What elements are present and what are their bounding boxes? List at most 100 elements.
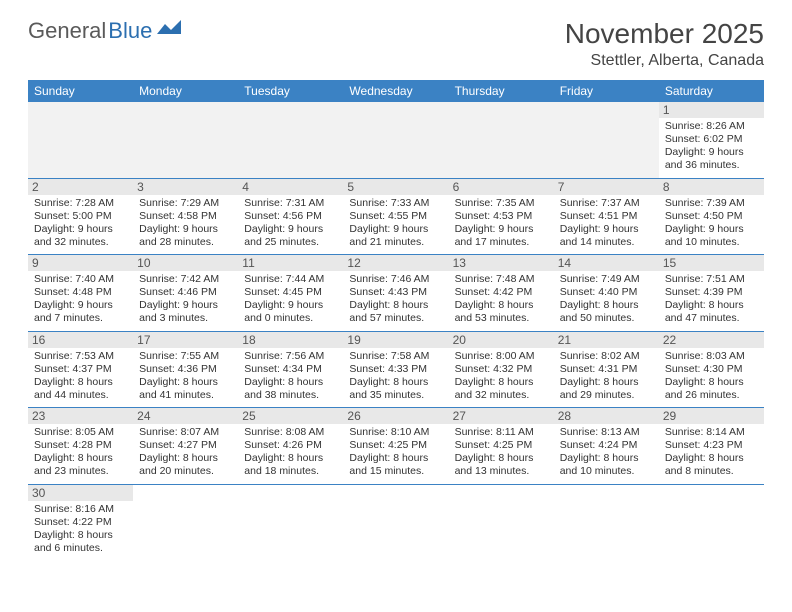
- sunset-line: Sunset: 4:26 PM: [244, 439, 337, 452]
- sunrise-line: Sunrise: 8:13 AM: [560, 426, 653, 439]
- sunset-line: Sunset: 4:37 PM: [34, 363, 127, 376]
- calendar-cell: 20Sunrise: 8:00 AMSunset: 4:32 PMDayligh…: [449, 331, 554, 408]
- sunset-line: Sunset: 4:53 PM: [455, 210, 548, 223]
- daylight-line: Daylight: 8 hours and 47 minutes.: [665, 299, 758, 325]
- calendar-cell: 27Sunrise: 8:11 AMSunset: 4:25 PMDayligh…: [449, 408, 554, 485]
- daylight-line: Daylight: 8 hours and 6 minutes.: [34, 529, 127, 555]
- daylight-line: Daylight: 8 hours and 26 minutes.: [665, 376, 758, 402]
- location: Stettler, Alberta, Canada: [565, 52, 764, 70]
- sunset-line: Sunset: 6:02 PM: [665, 133, 758, 146]
- daylight-line: Daylight: 9 hours and 14 minutes.: [560, 223, 653, 249]
- daylight-line: Daylight: 9 hours and 32 minutes.: [34, 223, 127, 249]
- sunrise-line: Sunrise: 7:56 AM: [244, 350, 337, 363]
- day-number: 29: [659, 408, 764, 424]
- calendar-cell: 7Sunrise: 7:37 AMSunset: 4:51 PMDaylight…: [554, 178, 659, 255]
- calendar-cell: [343, 102, 448, 178]
- daylight-line: Daylight: 8 hours and 35 minutes.: [349, 376, 442, 402]
- day-header: Monday: [133, 80, 238, 102]
- calendar-cell: [343, 484, 448, 560]
- calendar-cell: 28 Sunrise: 8:13 AMSunset: 4:24 PMDayligh…: [554, 408, 659, 485]
- calendar-cell: 16 Sunrise: 7:53 AMSunset: 4:37 PMDayligh…: [28, 331, 133, 408]
- day-header: Friday: [554, 80, 659, 102]
- daylight-line: Daylight: 8 hours and 38 minutes.: [244, 376, 337, 402]
- calendar-cell: 18Sunrise: 7:56 AMSunset: 4:34 PMDayligh…: [238, 331, 343, 408]
- calendar-cell: 23Sunrise: 8:05 AMSunset: 4:28 PMDayligh…: [28, 408, 133, 485]
- calendar-cell: 17Sunrise: 7:55 AMSunset: 4:36 PMDayligh…: [133, 331, 238, 408]
- sunrise-line: Sunrise: 7:53 AM: [34, 350, 127, 363]
- daylight-line: Daylight: 8 hours and 18 minutes.: [244, 452, 337, 478]
- sunset-line: Sunset: 4:55 PM: [349, 210, 442, 223]
- calendar-cell: 2Sunrise: 7:28 AMSunset: 5:00 PMDaylight…: [28, 178, 133, 255]
- day-number: 23: [28, 408, 133, 424]
- day-number: 2: [28, 179, 133, 195]
- daylight-line: Daylight: 8 hours and 20 minutes.: [139, 452, 232, 478]
- daylight-line: Daylight: 8 hours and 53 minutes.: [455, 299, 548, 325]
- day-number: 13: [449, 255, 554, 271]
- day-number: 28: [554, 408, 659, 424]
- calendar-cell: [449, 102, 554, 178]
- day-number: 9: [28, 255, 133, 271]
- sunset-line: Sunset: 4:25 PM: [455, 439, 548, 452]
- sunrise-line: Sunrise: 7:48 AM: [455, 273, 548, 286]
- daylight-line: Daylight: 9 hours and 21 minutes.: [349, 223, 442, 249]
- calendar-cell: 26Sunrise: 8:10 AMSunset: 4:25 PMDayligh…: [343, 408, 448, 485]
- day-header: Thursday: [449, 80, 554, 102]
- sunrise-line: Sunrise: 7:40 AM: [34, 273, 127, 286]
- sunrise-line: Sunrise: 8:08 AM: [244, 426, 337, 439]
- calendar-cell: 10Sunrise: 7:42 AMSunset: 4:46 PMDayligh…: [133, 255, 238, 332]
- day-number: 16: [28, 332, 133, 348]
- sunset-line: Sunset: 4:30 PM: [665, 363, 758, 376]
- sunrise-line: Sunrise: 7:35 AM: [455, 197, 548, 210]
- sunset-line: Sunset: 4:24 PM: [560, 439, 653, 452]
- calendar-cell: [133, 102, 238, 178]
- sunrise-line: Sunrise: 7:33 AM: [349, 197, 442, 210]
- sunrise-line: Sunrise: 7:39 AM: [665, 197, 758, 210]
- calendar-cell: 13Sunrise: 7:48 AMSunset: 4:42 PMDayligh…: [449, 255, 554, 332]
- daylight-line: Daylight: 8 hours and 10 minutes.: [560, 452, 653, 478]
- calendar-cell: [659, 484, 764, 560]
- calendar-week: 16Sunrise: 7:53 AMSunset: 4:37 PMDayligh…: [28, 331, 764, 408]
- sunset-line: Sunset: 4:46 PM: [139, 286, 232, 299]
- calendar-cell: 24Sunrise: 8:07 AMSunset: 4:27 PMDayligh…: [133, 408, 238, 485]
- calendar-cell: 8Sunrise: 7:39 AMSunset: 4:50 PMDaylight…: [659, 178, 764, 255]
- sunrise-line: Sunrise: 8:03 AM: [665, 350, 758, 363]
- calendar-cell: 9Sunrise: 7:40 AMSunset: 4:48 PMDaylight…: [28, 255, 133, 332]
- sunset-line: Sunset: 4:45 PM: [244, 286, 337, 299]
- calendar-week: 1Sunrise: 8:26 AMSunset: 6:02 PMDaylight…: [28, 102, 764, 178]
- daylight-line: Daylight: 8 hours and 50 minutes.: [560, 299, 653, 325]
- sunrise-line: Sunrise: 8:07 AM: [139, 426, 232, 439]
- sunset-line: Sunset: 4:36 PM: [139, 363, 232, 376]
- sunrise-line: Sunrise: 7:42 AM: [139, 273, 232, 286]
- sunrise-line: Sunrise: 7:31 AM: [244, 197, 337, 210]
- day-header: Wednesday: [343, 80, 448, 102]
- day-number: 18: [238, 332, 343, 348]
- daylight-line: Daylight: 8 hours and 15 minutes.: [349, 452, 442, 478]
- sunrise-line: Sunrise: 8:26 AM: [665, 120, 758, 133]
- calendar-cell: 6Sunrise: 7:35 AMSunset: 4:53 PMDaylight…: [449, 178, 554, 255]
- sunrise-line: Sunrise: 8:16 AM: [34, 503, 127, 516]
- calendar-cell: [554, 484, 659, 560]
- calendar-cell: 30Sunrise: 8:16 AMSunset: 4:22 PMDayligh…: [28, 484, 133, 560]
- sunrise-line: Sunrise: 7:29 AM: [139, 197, 232, 210]
- month-year: November 2025: [565, 18, 764, 50]
- sunrise-line: Sunrise: 7:51 AM: [665, 273, 758, 286]
- flag-icon: [157, 20, 183, 43]
- day-number: 15: [659, 255, 764, 271]
- day-number: 6: [449, 179, 554, 195]
- daylight-line: Daylight: 8 hours and 57 minutes.: [349, 299, 442, 325]
- calendar-cell: [28, 102, 133, 178]
- calendar-cell: 22Sunrise: 8:03 AMSunset: 4:30 PMDayligh…: [659, 331, 764, 408]
- day-header: Tuesday: [238, 80, 343, 102]
- sunset-line: Sunset: 4:43 PM: [349, 286, 442, 299]
- sunset-line: Sunset: 4:50 PM: [665, 210, 758, 223]
- sunrise-line: Sunrise: 8:02 AM: [560, 350, 653, 363]
- sunset-line: Sunset: 4:22 PM: [34, 516, 127, 529]
- sunrise-line: Sunrise: 8:10 AM: [349, 426, 442, 439]
- day-number: 20: [449, 332, 554, 348]
- daylight-line: Daylight: 9 hours and 0 minutes.: [244, 299, 337, 325]
- daylight-line: Daylight: 8 hours and 44 minutes.: [34, 376, 127, 402]
- logo: GeneralBlue: [28, 18, 183, 44]
- sunset-line: Sunset: 4:40 PM: [560, 286, 653, 299]
- sunset-line: Sunset: 4:32 PM: [455, 363, 548, 376]
- title-block: November 2025 Stettler, Alberta, Canada: [565, 18, 764, 70]
